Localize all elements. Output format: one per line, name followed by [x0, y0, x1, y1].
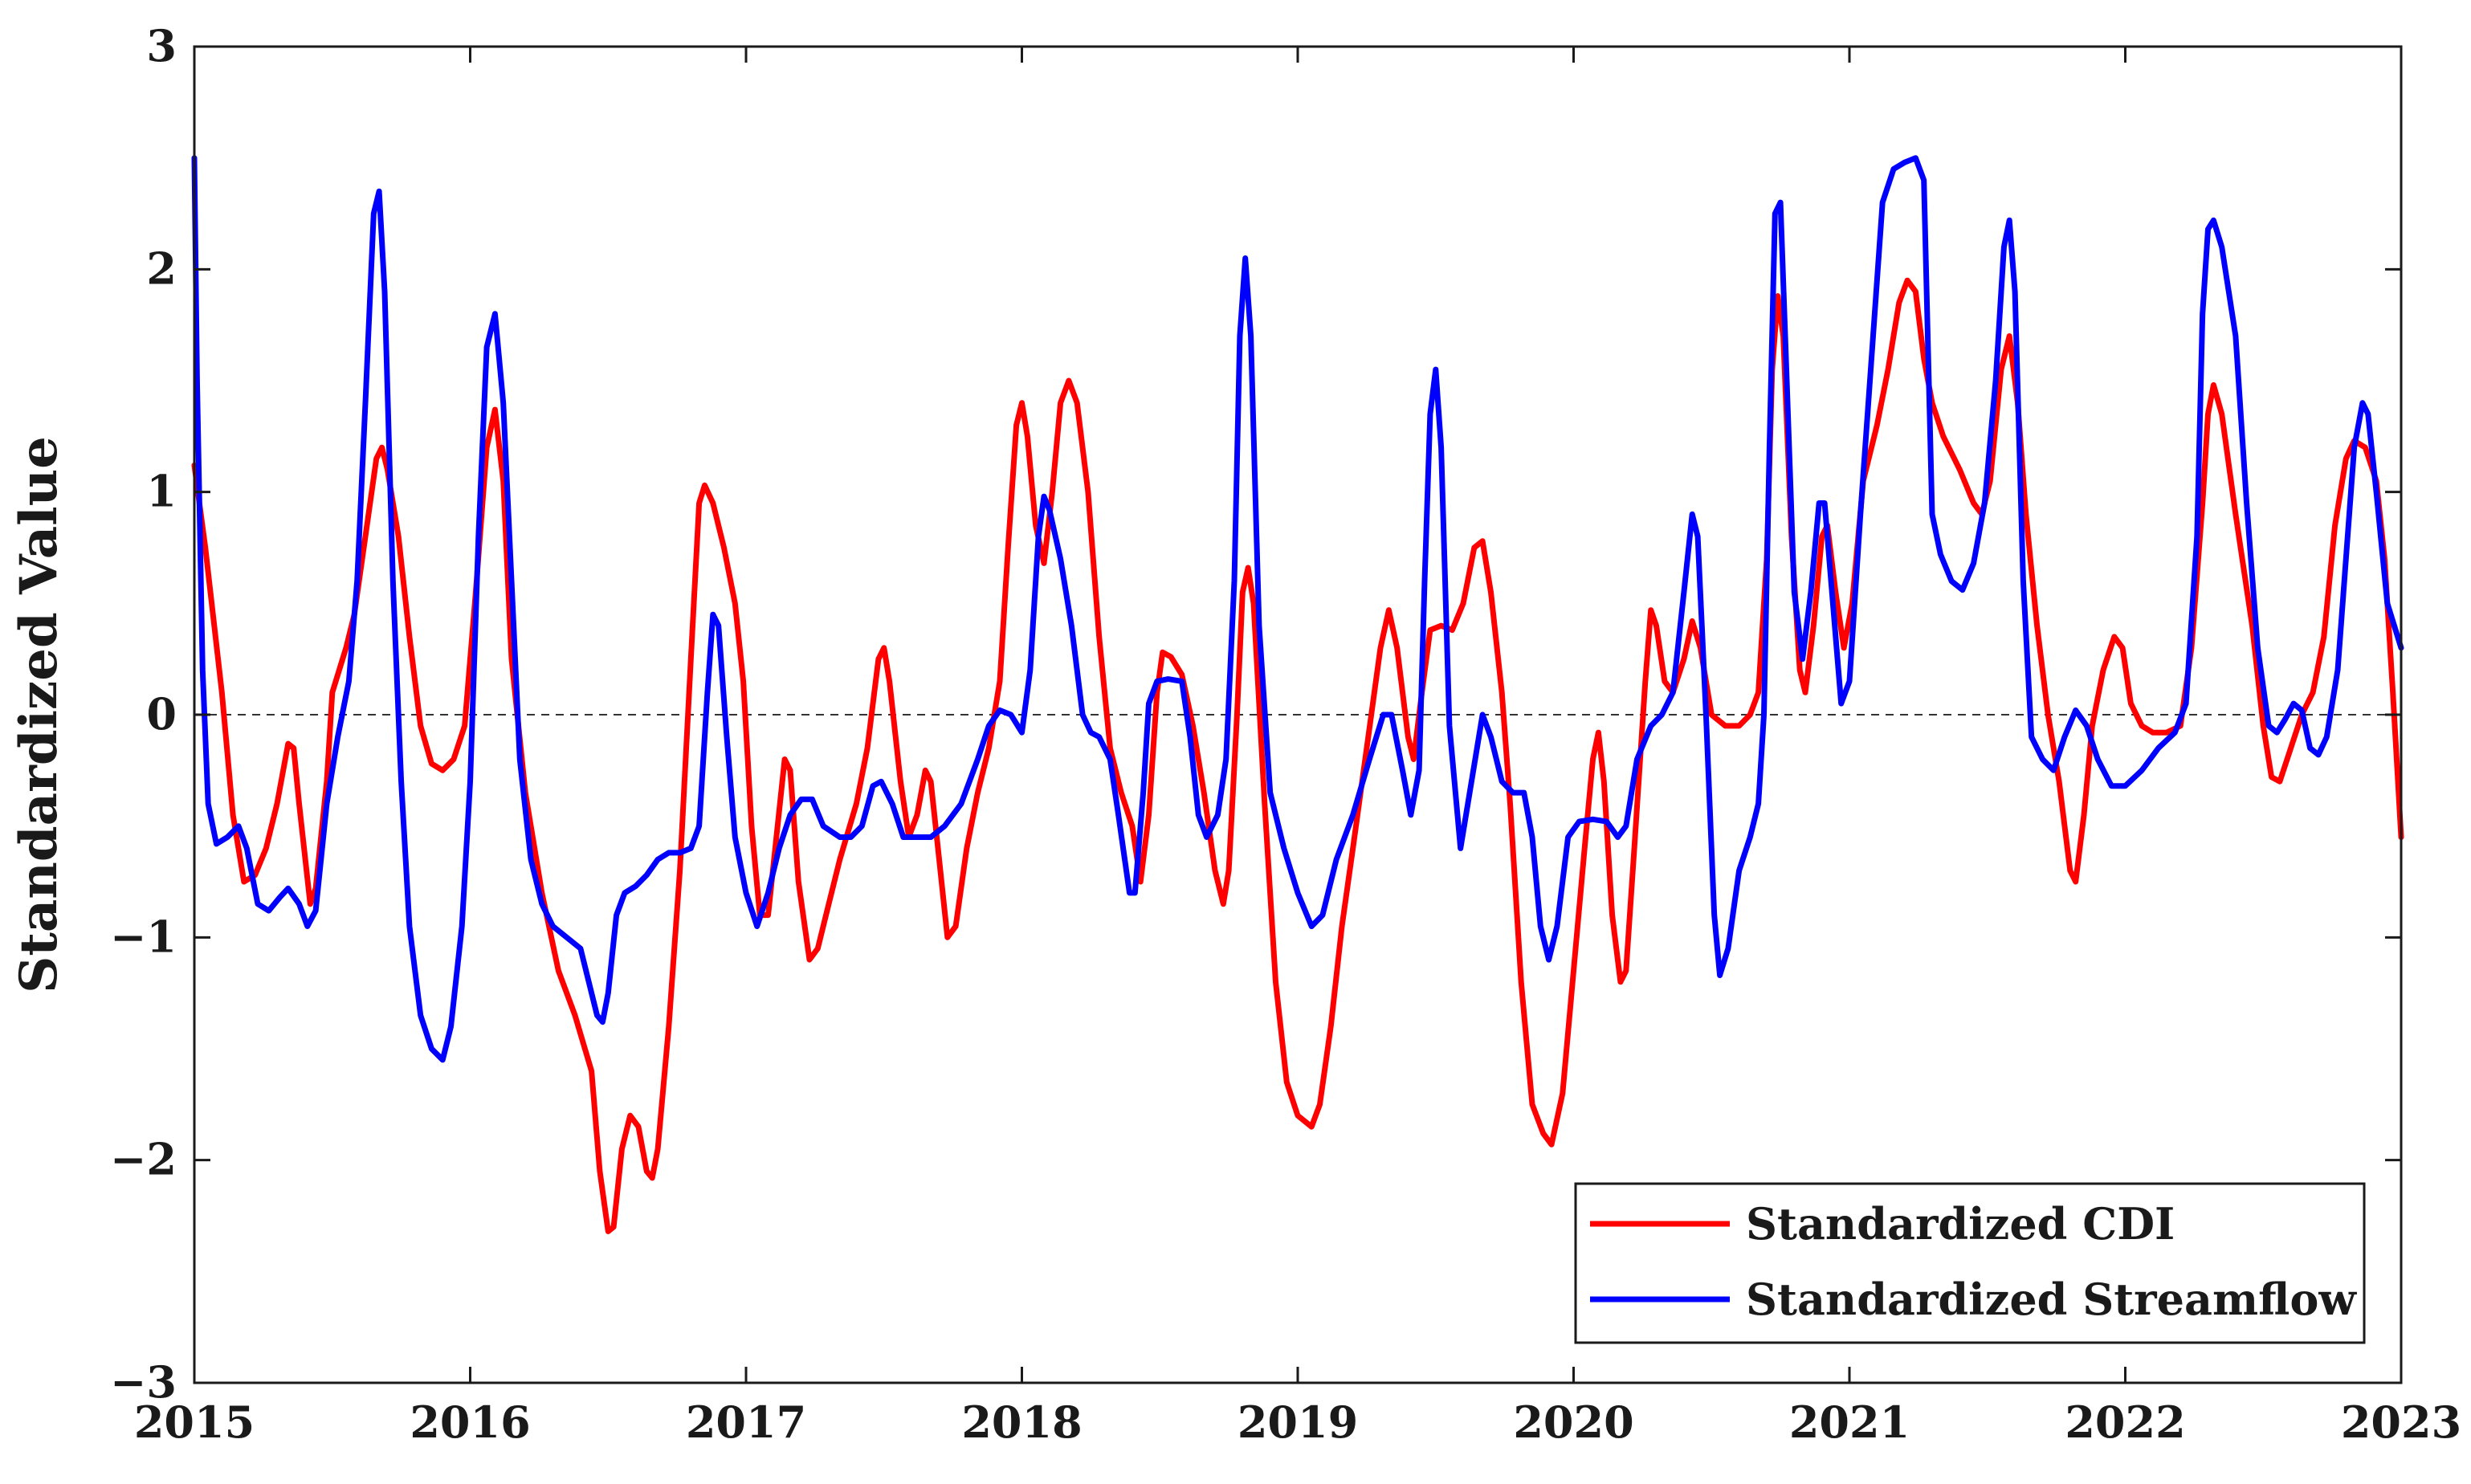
y-tick-label: 1	[146, 466, 177, 517]
y-tick-label: 2	[146, 243, 177, 294]
x-tick-label: 2021	[1789, 1396, 1910, 1448]
legend-label-cdi: Standardized CDI	[1746, 1198, 2175, 1250]
x-tick-label: 2017	[686, 1396, 806, 1448]
series-line-streamflow	[191, 155, 2404, 1063]
x-tick-label: 2015	[134, 1396, 255, 1448]
x-tick-label: 2016	[410, 1396, 530, 1448]
x-tick-label: 2023	[2341, 1396, 2461, 1448]
x-tick-label: 2020	[1513, 1396, 1633, 1448]
axis-ticks: 2015 2016 2017 2018 2019 2020 2021 2022 2023 −3 −2…	[110, 20, 2461, 1448]
y-tick-label: −3	[110, 1356, 177, 1408]
y-tick-label: 0	[146, 688, 177, 740]
legend-box	[1574, 1182, 2366, 1344]
x-tick-label: 2022	[2065, 1396, 2185, 1448]
legend-label-streamflow: Standardized Streamflow	[1746, 1274, 2357, 1325]
y-axis-title: Standardized Value	[9, 436, 69, 993]
x-tick-label: 2018	[961, 1396, 1082, 1448]
y-tick-label: 3	[146, 20, 177, 71]
series-line-cdi	[191, 277, 2404, 1234]
x-tick-label: 2019	[1238, 1396, 1358, 1448]
series-layer	[191, 155, 2404, 1234]
legend: Standardized CDI Standardized Streamflow	[1574, 1182, 2366, 1344]
y-tick-label: −1	[110, 911, 177, 962]
y-tick-label: −2	[110, 1134, 177, 1185]
